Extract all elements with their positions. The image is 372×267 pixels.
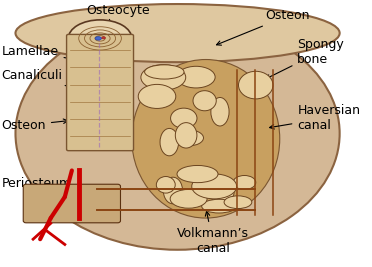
Ellipse shape (132, 60, 280, 218)
Text: Osteon: Osteon (217, 9, 310, 45)
FancyBboxPatch shape (23, 184, 121, 223)
Ellipse shape (16, 4, 340, 62)
Ellipse shape (192, 174, 237, 199)
Ellipse shape (238, 71, 273, 99)
Text: Osteon: Osteon (1, 119, 68, 132)
Ellipse shape (145, 65, 184, 79)
Text: Lamellae: Lamellae (1, 45, 71, 60)
Ellipse shape (170, 190, 207, 208)
Ellipse shape (141, 65, 186, 90)
Text: Haversian
canal: Haversian canal (270, 104, 360, 132)
Text: Volkmann’s
canal: Volkmann’s canal (177, 211, 249, 255)
Ellipse shape (16, 17, 340, 250)
Ellipse shape (156, 176, 175, 193)
Text: Spongy
bone: Spongy bone (266, 38, 344, 79)
Ellipse shape (163, 177, 183, 204)
Ellipse shape (224, 196, 252, 209)
Ellipse shape (160, 128, 179, 156)
Ellipse shape (208, 184, 234, 202)
Ellipse shape (138, 84, 176, 108)
Ellipse shape (177, 66, 215, 88)
Ellipse shape (211, 97, 229, 126)
Ellipse shape (68, 20, 132, 57)
Ellipse shape (193, 91, 216, 111)
Ellipse shape (171, 108, 197, 128)
Ellipse shape (95, 37, 102, 40)
Ellipse shape (175, 123, 197, 148)
FancyBboxPatch shape (67, 34, 134, 151)
Text: Canaliculi: Canaliculi (1, 69, 71, 88)
Ellipse shape (177, 166, 218, 183)
Text: Osteocyte: Osteocyte (86, 4, 150, 24)
Ellipse shape (233, 175, 256, 190)
Text: Periosteum: Periosteum (1, 177, 71, 198)
Ellipse shape (174, 130, 203, 146)
Ellipse shape (102, 37, 105, 39)
Ellipse shape (202, 199, 237, 213)
